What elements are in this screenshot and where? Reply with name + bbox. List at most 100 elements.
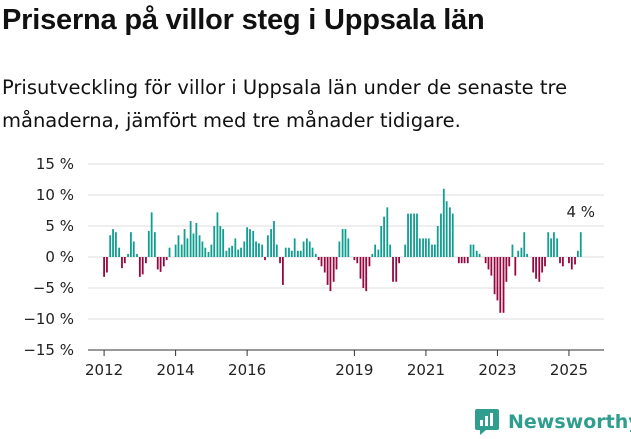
bar: [156, 257, 159, 270]
bar: [237, 249, 240, 257]
newsworthy-logo-icon: [475, 409, 499, 435]
bar: [541, 257, 544, 273]
y-tick-label: 0 %: [45, 248, 74, 266]
bar: [561, 257, 564, 267]
bar: [329, 257, 332, 292]
bar: [335, 257, 338, 270]
bar: [523, 232, 526, 257]
bar: [469, 244, 472, 257]
bar: [210, 244, 213, 257]
bar: [252, 230, 255, 257]
bar: [484, 257, 487, 264]
bar: [356, 257, 359, 264]
bar: [371, 253, 374, 257]
bar: [297, 250, 299, 257]
bar: [398, 257, 400, 264]
x-tick-label: 2025: [550, 361, 588, 379]
bar: [284, 247, 287, 257]
bar: [448, 207, 451, 257]
bar: [183, 229, 186, 257]
bar: [547, 232, 550, 257]
bar: [377, 249, 380, 257]
bar: [192, 233, 195, 257]
bar: [341, 229, 344, 257]
bar: [317, 257, 320, 261]
bar: [180, 244, 183, 257]
bar: [553, 232, 555, 257]
bar: [231, 245, 233, 257]
bar: [323, 257, 326, 273]
bar: [261, 244, 264, 257]
bar: [213, 226, 216, 257]
bar: [270, 229, 272, 257]
bar: [288, 247, 290, 257]
bar: [463, 257, 466, 264]
bar: [127, 253, 129, 257]
bar: [532, 257, 535, 273]
bar: [332, 257, 335, 282]
x-tick-label: 2014: [157, 361, 195, 379]
last-value-label: 4 %: [566, 203, 595, 221]
bar: [475, 250, 478, 257]
x-tick-label: 2012: [85, 361, 123, 379]
bar: [186, 238, 189, 257]
bar: [147, 230, 150, 257]
bar: [118, 247, 121, 257]
bar: [359, 257, 362, 279]
bar: [320, 257, 323, 267]
bar: [451, 213, 454, 257]
bar: [404, 244, 407, 257]
bar: [326, 257, 329, 285]
bar: [275, 244, 278, 257]
bar: [165, 257, 168, 261]
bar: [314, 253, 317, 257]
bar: [374, 244, 377, 257]
bar: [174, 244, 177, 257]
bar: [249, 229, 251, 257]
bar: [418, 238, 421, 257]
bar: [228, 247, 231, 257]
y-tick-label: −15 %: [23, 341, 74, 359]
bar: [362, 257, 365, 288]
bar: [195, 222, 198, 257]
bar: [440, 213, 442, 257]
y-tick-label: −10 %: [23, 310, 74, 328]
x-tick-label: 2019: [335, 361, 373, 379]
bar: [168, 247, 171, 257]
bar: [264, 257, 266, 261]
bar: [311, 247, 314, 257]
y-tick-label: −5 %: [33, 279, 74, 297]
bar: [422, 238, 424, 257]
chart-subtitle: Prisutveckling för villor i Uppsala län …: [2, 76, 568, 132]
bar: [493, 257, 496, 295]
bar: [433, 244, 436, 257]
bar: [189, 221, 192, 257]
bar: [368, 257, 371, 267]
bar: [389, 244, 392, 257]
bar: [240, 247, 242, 257]
bar: [526, 253, 529, 257]
bar: [499, 257, 502, 313]
bar: [204, 247, 207, 257]
bar: [103, 257, 105, 277]
bars: [103, 188, 582, 313]
bar: [293, 238, 296, 257]
bar: [490, 257, 493, 276]
bar: [246, 227, 249, 257]
x-tick-label: 2023: [478, 361, 516, 379]
bar: [255, 241, 257, 257]
bar: [502, 257, 505, 313]
bar: [305, 238, 308, 257]
chart-title: Priserna på villor steg i Uppsala län: [2, 4, 485, 36]
bar: [130, 232, 132, 257]
bar: [290, 250, 293, 257]
bar: [243, 241, 246, 257]
bar: [427, 238, 430, 257]
bar: [505, 257, 508, 282]
bar: [568, 257, 570, 264]
bar: [380, 226, 383, 257]
bar: [338, 241, 341, 257]
bar: [115, 232, 117, 257]
bar: [219, 226, 222, 257]
bar: [201, 241, 204, 257]
